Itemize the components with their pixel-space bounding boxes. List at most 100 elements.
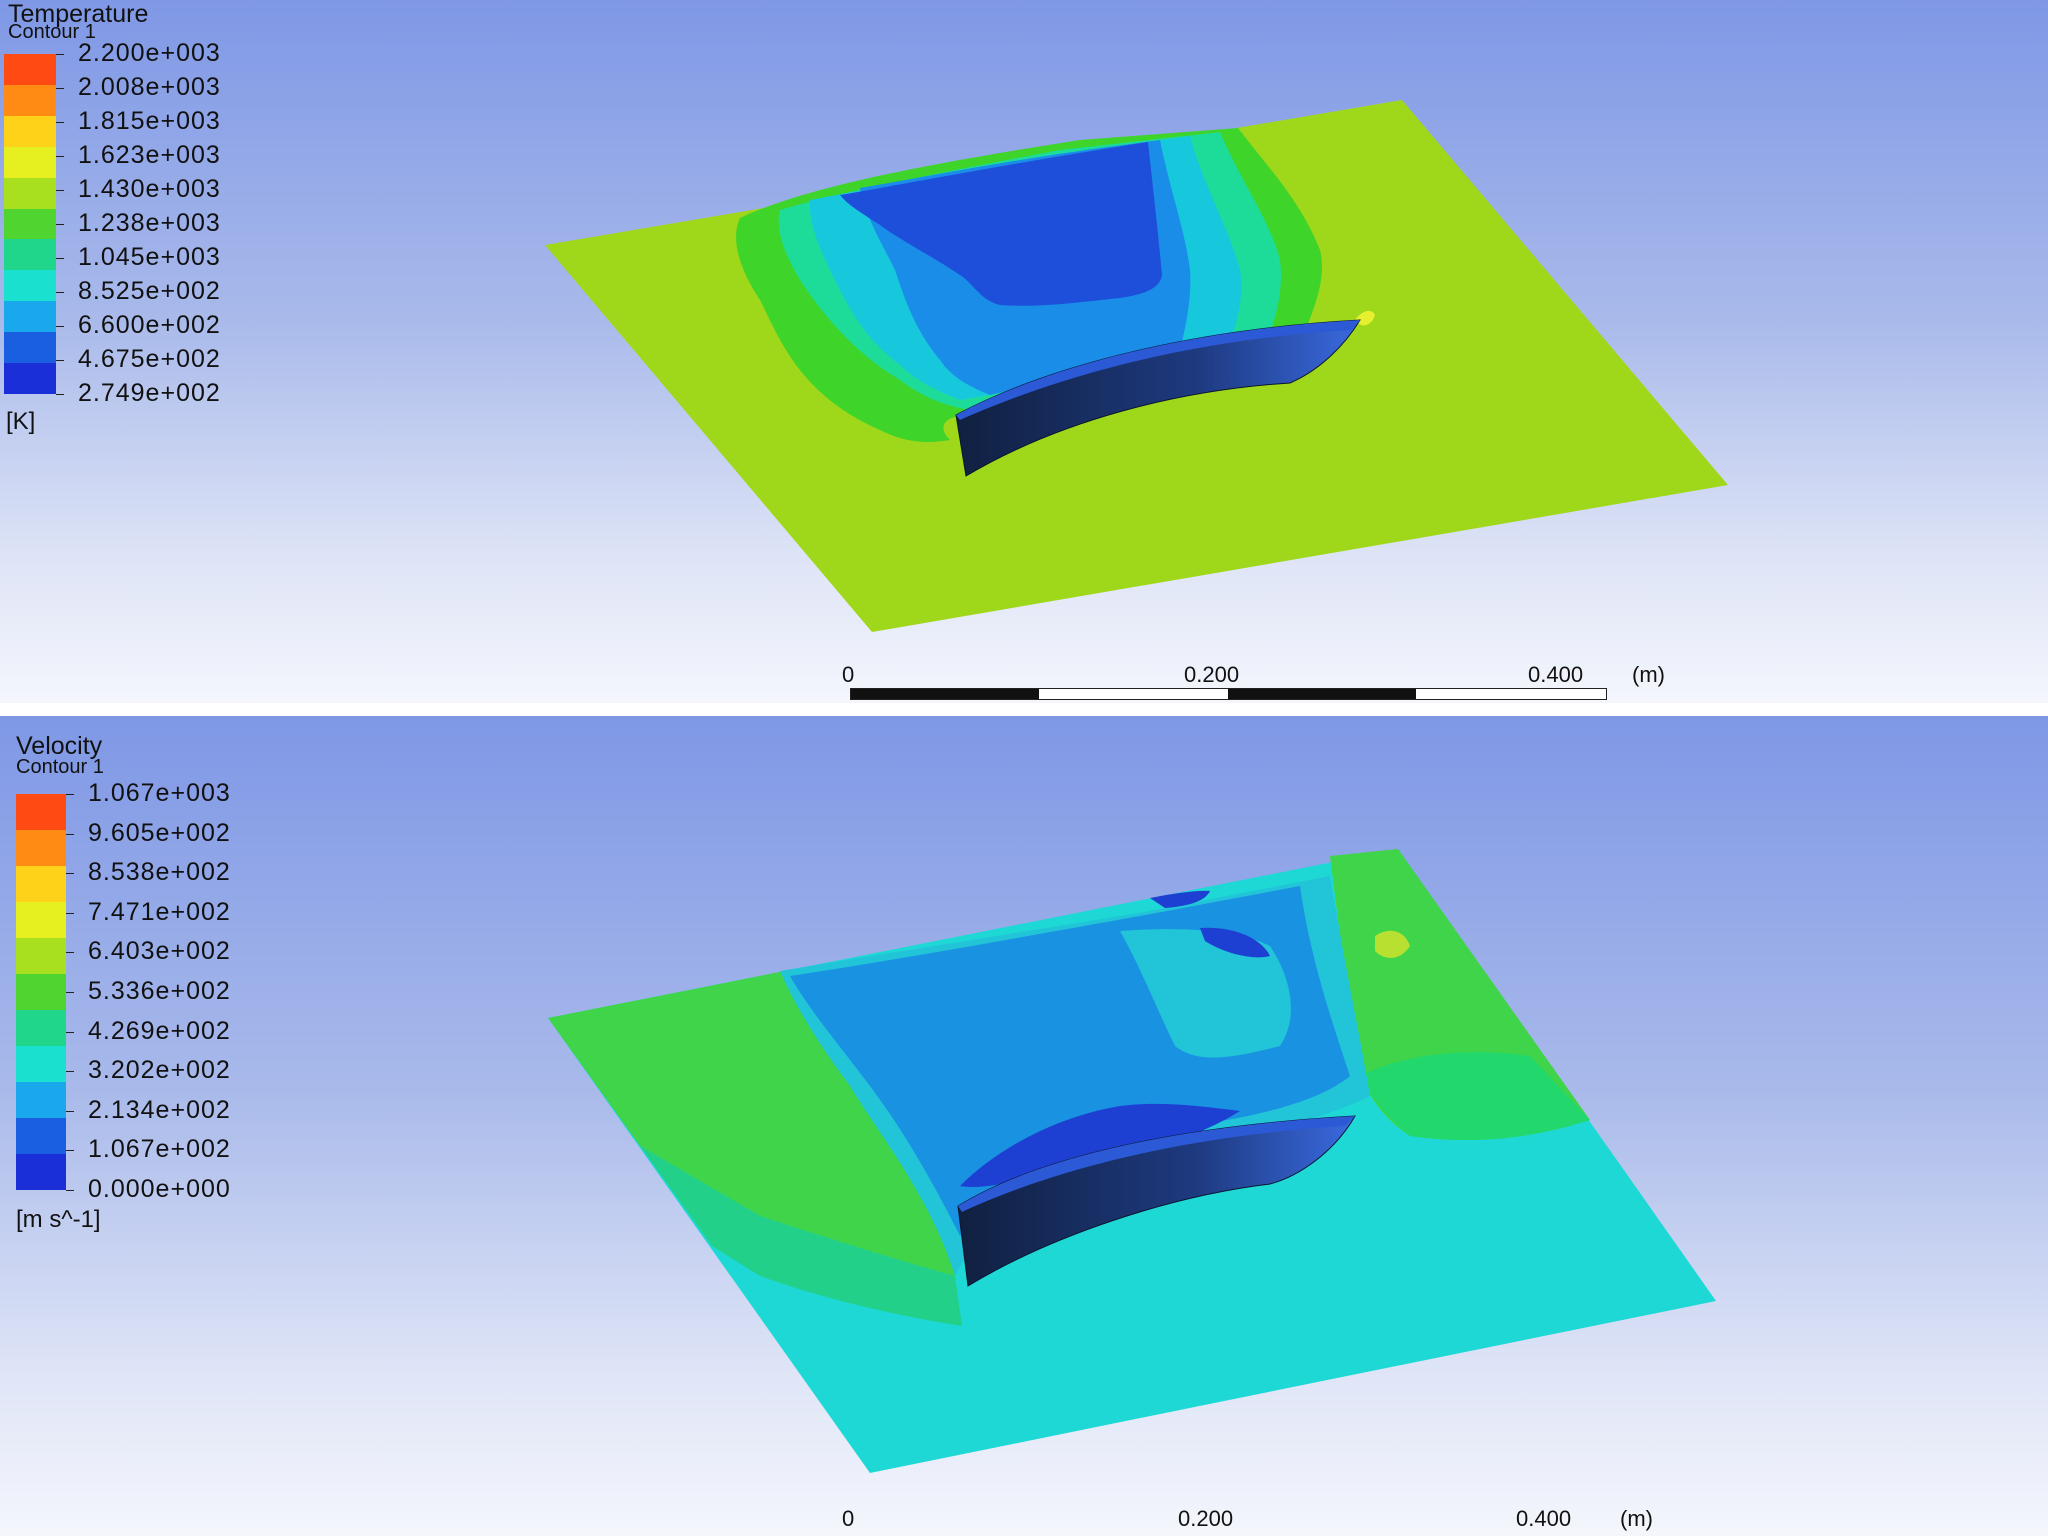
temperature-legend-level-label: 1.815e+003 [78,107,221,135]
velocity-legend-tick [66,1150,74,1152]
velocity-colorbar-swatch [16,974,66,1010]
temperature-legend-tick [56,394,64,395]
velocity-contour-pocket [1200,927,1270,958]
temperature-legend-tick [56,292,64,293]
velocity-legend-level-label: 0.000e+000 [88,1175,231,1203]
temperature-legend-level-label: 1.238e+003 [78,209,221,237]
temperature-contour-panel: Temperature Contour 1 2.200e+003 2.008e+0… [0,0,2048,703]
velocity-legend-level-label: 1.067e+002 [88,1135,231,1164]
temperature-colorbar-swatch [4,301,56,333]
velocity-hotspot [1375,930,1410,958]
velocity-colorbar-swatch [16,794,66,830]
velocity-legend-tick [66,794,74,795]
temperature-scale-segment [1228,689,1416,699]
velocity-colorbar-swatch [16,1154,66,1190]
velocity-contour-plot [548,849,1716,1473]
temperature-colorbar-swatch [4,363,56,394]
velocity-colorbar-swatch [16,902,66,938]
temperature-legend-title: Temperature [8,0,149,28]
temperature-legend-tick [56,224,64,225]
velocity-legend-subtitle: Contour 1 [16,756,104,778]
velocity-contour-band-left-mid [640,1146,962,1326]
temperature-colorbar-swatch [4,208,56,240]
temperature-legend-tick [56,258,64,259]
temperature-unit: [K] [6,408,36,435]
temperature-scale-label-0200: 0.200 [1184,662,1240,687]
temperature-colorbar-swatch [4,54,56,85]
temperature-legend-level-label: 4.675e+002 [78,345,221,373]
velocity-contour-pocket [1150,890,1210,908]
velocity-legend-level-label: 7.471e+002 [88,897,231,926]
temperature-scale-label-0400: 0.400 [1528,662,1584,687]
velocity-contour-band-right-mid [1360,1052,1590,1141]
temperature-legend-level-label: 2.008e+003 [78,73,221,101]
temperature-colorbar-swatch [4,115,56,147]
velocity-legend-tick [66,992,74,993]
velocity-colorbar-swatch [16,1046,66,1082]
temperature-legend-level-label: 2.749e+002 [78,379,221,407]
velocity-legend-tick [66,1190,74,1191]
temperature-legend-level-label: 1.045e+003 [78,243,221,271]
temperature-legend-subtitle: Contour 1 [8,21,96,43]
velocity-legend-tick [66,952,74,954]
velocity-scale-label-0: 0 [842,1506,855,1531]
temperature-legend-level-label: 8.525e+002 [78,277,221,305]
velocity-legend-tick [66,873,74,875]
temperature-legend-tick [56,190,64,191]
temperature-colorbar-swatch [4,177,56,209]
temperature-legend-tick [56,156,64,157]
velocity-legend-level-label: 5.336e+002 [88,977,231,1005]
temperature-legend-level-label: 1.430e+003 [78,175,221,203]
velocity-colorbar-swatch [16,830,66,866]
temperature-legend [4,54,56,394]
velocity-contour-band-left-green [548,966,955,1276]
temperature-colorbar-swatch [4,146,56,178]
velocity-colorbar-swatch [16,1082,66,1118]
velocity-colorbar-swatch [16,938,66,974]
velocity-legend [16,794,66,1190]
velocity-colorbar-swatch [16,1010,66,1046]
temperature-scale-label-0: 0 [842,662,855,687]
velocity-legend-level-label: 9.605e+002 [88,818,231,847]
temperature-legend-level-label: 2.200e+003 [78,39,221,67]
temperature-legend-tick [56,88,64,89]
temperature-colorbar-swatch [4,332,56,364]
temperature-colorbar [4,54,56,394]
velocity-legend-tick [66,833,74,835]
velocity-colorbar-swatch [16,866,66,902]
velocity-airfoil-top [958,1116,1355,1212]
temperature-scale-bar [850,688,1607,700]
temperature-hotspot [1355,310,1375,326]
velocity-legend-level-label: 1.067e+003 [88,779,231,807]
temperature-airfoil-top [956,320,1360,420]
temperature-legend-tick [56,360,64,361]
temperature-legend-tick [56,122,64,123]
velocity-colorbar-swatch [16,1118,66,1154]
velocity-legend-title: Velocity [16,732,103,760]
temperature-scale-segment [851,689,1039,699]
velocity-legend-tick [66,1071,74,1073]
velocity-legend-tick [66,1110,74,1112]
velocity-scale-label-0400: 0.400 [1516,1506,1572,1531]
temperature-colorbar-swatch [4,270,56,302]
velocity-legend-level-label: 6.403e+002 [88,937,231,966]
velocity-contour-panel: Velocity Contour 1 1.067e+003 9.605e+002 8… [0,716,2048,1536]
velocity-legend-level-label: 2.134e+002 [88,1095,231,1124]
velocity-colorbar [16,794,66,1190]
velocity-legend-tick [66,1031,74,1033]
temperature-legend-level-label: 1.623e+003 [78,141,221,169]
velocity-legend-level-label: 8.538e+002 [88,858,231,887]
temperature-legend-level-label: 6.600e+002 [78,311,221,339]
temperature-colorbar-swatch [4,84,56,116]
temperature-contour-core [840,142,1162,306]
temperature-scale-unit: (m) [1632,662,1665,687]
temperature-colorbar-swatch [4,239,56,271]
velocity-contour-pocket [960,1103,1240,1187]
velocity-legend-level-label: 4.269e+002 [88,1016,231,1045]
velocity-contour-streak [1120,929,1291,1058]
velocity-scale-unit: (m) [1620,1506,1653,1531]
temperature-legend-tick [56,326,64,327]
velocity-legend-tick [66,912,74,914]
velocity-unit: [m s^-1] [16,1206,101,1233]
velocity-scale-label-0200: 0.200 [1178,1506,1234,1531]
